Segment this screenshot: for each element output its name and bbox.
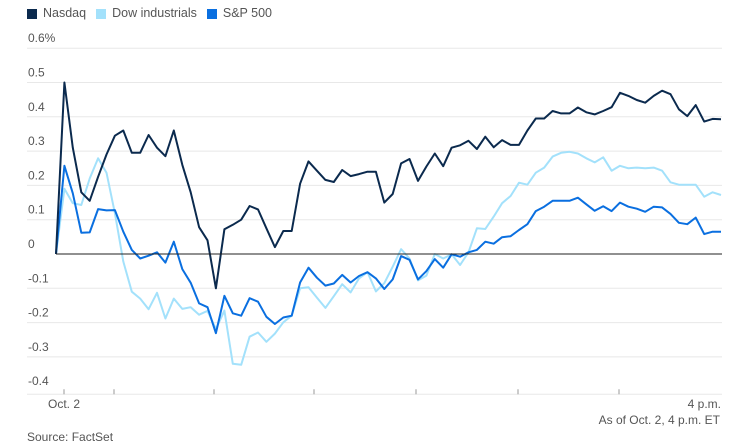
legend-swatch xyxy=(96,8,107,19)
y-tick-label: -0.2 xyxy=(28,306,49,320)
legend-item-sp500: S&P 500 xyxy=(206,6,272,21)
legend-label: S&P 500 xyxy=(222,6,272,20)
legend-label: Nasdaq xyxy=(43,6,87,20)
series-line-nasdaq xyxy=(55,81,722,290)
y-tick-label: 0.1 xyxy=(28,203,45,217)
series-line-dow-industrials xyxy=(55,150,722,366)
legend-item-nasdaq: Nasdaq xyxy=(27,6,86,21)
y-tick-label: 0.6% xyxy=(28,31,56,45)
y-tick-label: 0.3 xyxy=(28,134,45,148)
as-of-note: As of Oct. 2, 4 p.m. ET xyxy=(598,413,720,427)
y-tick-label: -0.4 xyxy=(28,374,49,388)
y-tick-label: 0 xyxy=(28,237,35,251)
legend: Nasdaq Dow industrials S&P 500 xyxy=(27,6,272,21)
y-tick-label: 0.5 xyxy=(28,66,45,80)
series-line-s-p-500 xyxy=(55,164,721,335)
x-tick-label: 4 p.m. xyxy=(688,397,721,411)
legend-swatch xyxy=(27,8,37,19)
legend-item-dow: Dow industrials xyxy=(96,6,197,21)
y-tick-label: 0.4 xyxy=(28,100,45,114)
legend-label: Dow industrials xyxy=(112,6,197,20)
y-tick-label: 0.2 xyxy=(28,168,45,182)
legend-swatch xyxy=(206,8,217,19)
y-tick-label: -0.3 xyxy=(28,340,49,354)
source-note: Source: FactSet xyxy=(27,430,114,444)
y-tick-label: -0.1 xyxy=(28,271,49,285)
x-tick-label: Oct. 2 xyxy=(48,397,80,411)
